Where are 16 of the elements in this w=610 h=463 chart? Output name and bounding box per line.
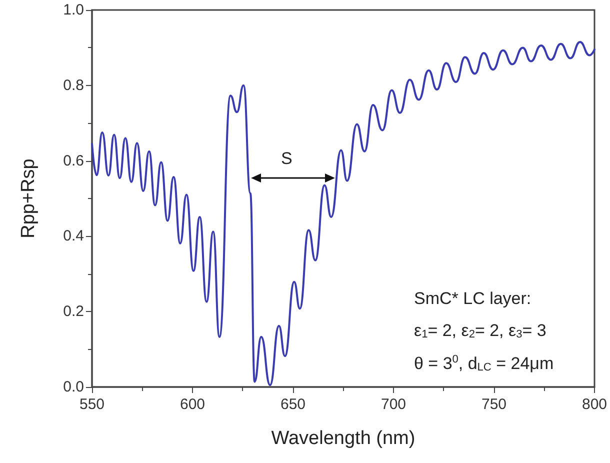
y-tick-label: 0.8 (63, 76, 84, 94)
x-tick-label: 750 (481, 396, 507, 413)
x-tick-label: 550 (79, 396, 105, 413)
y-tick-label: 0.6 (63, 152, 84, 170)
x-axis-title: Wavelength (nm) (271, 428, 416, 449)
x-tick-label: 650 (280, 396, 306, 413)
y-tick-label: 0.2 (63, 303, 84, 320)
annotation: S (281, 149, 292, 168)
y-tick-label: 0.4 (63, 228, 84, 245)
y-axis-title: Rpp+Rsp (18, 158, 39, 238)
y-tick-label: 0.0 (63, 378, 84, 396)
x-tick-label: 600 (180, 396, 206, 413)
annotation: SmC* LC layer: (414, 289, 532, 308)
x-tick-label: 800 (582, 396, 607, 413)
x-tick-label: 700 (380, 396, 406, 413)
y-tick-label: 1.0 (63, 2, 84, 18)
